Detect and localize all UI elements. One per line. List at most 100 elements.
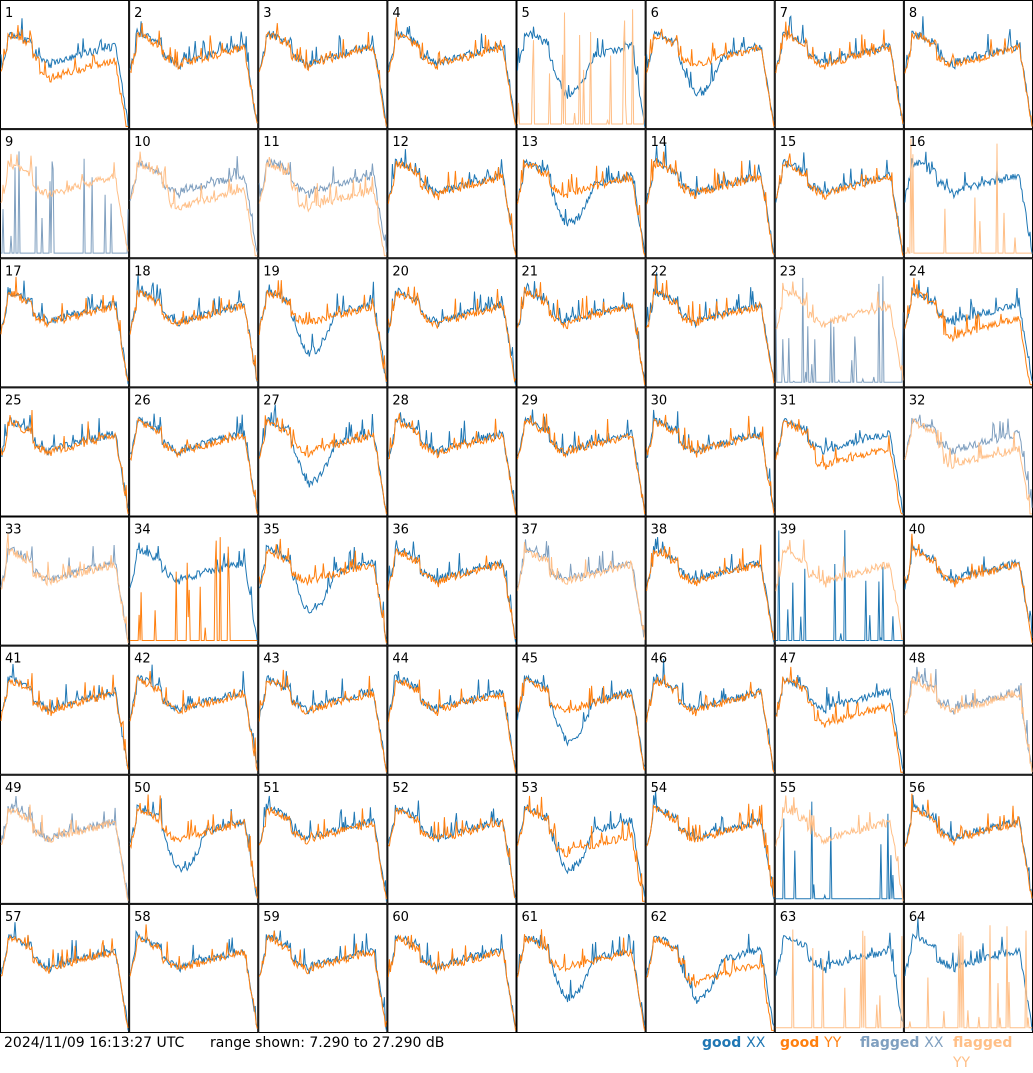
panel-63: 63 xyxy=(774,903,904,1033)
panel-frame xyxy=(258,516,388,646)
panel-label: 31 xyxy=(780,393,797,408)
timestamp: 2024/11/09 16:13:27 UTC xyxy=(4,1035,185,1051)
panel-32: 32 xyxy=(903,387,1033,517)
panel-frame xyxy=(387,129,517,259)
trace-yy-33 xyxy=(0,533,129,644)
panel-label: 60 xyxy=(392,910,409,925)
panel-frame xyxy=(516,645,646,775)
panel-61: 61 xyxy=(516,903,646,1033)
panel-59: 59 xyxy=(258,903,388,1033)
trace-xx-42 xyxy=(129,664,258,764)
legend-good-yy-pol: YY xyxy=(824,1035,842,1051)
panel-12: 12 xyxy=(387,129,517,259)
trace-yy-22 xyxy=(646,274,775,384)
legend-flagged-yy-label: flagged xyxy=(953,1035,1013,1051)
panel-label: 37 xyxy=(522,523,539,538)
panel-frame xyxy=(516,387,646,517)
panel-frame xyxy=(258,129,388,259)
trace-xx-63 xyxy=(775,932,904,1023)
trace-yy-24 xyxy=(904,277,1032,386)
trace-yy-54 xyxy=(646,803,775,898)
panel-label: 30 xyxy=(651,393,668,408)
panel-label: 40 xyxy=(909,523,926,538)
trace-yy-25 xyxy=(0,409,129,514)
legend-flagged-xx: flagged XX xyxy=(860,1033,943,1053)
panel-frame xyxy=(387,516,517,646)
panel-5: 5 xyxy=(516,0,646,130)
panel-label: 50 xyxy=(134,781,151,796)
trace-yy-23 xyxy=(775,281,904,381)
trace-yy-62 xyxy=(646,936,774,1031)
panel-frame xyxy=(258,903,388,1033)
panel-label: 33 xyxy=(5,523,22,538)
panel-label: 63 xyxy=(780,910,797,925)
trace-xx-47 xyxy=(775,674,904,770)
panel-36: 36 xyxy=(387,516,517,646)
trace-yy-1 xyxy=(0,25,129,127)
trace-yy-6 xyxy=(646,28,775,127)
trace-xx-23 xyxy=(775,276,904,383)
panel-label: 51 xyxy=(263,781,280,796)
panel-53: 53 xyxy=(516,774,646,904)
panel-38: 38 xyxy=(645,516,775,646)
panel-frame xyxy=(903,774,1033,904)
panel-4: 4 xyxy=(387,0,517,130)
trace-yy-58 xyxy=(129,924,258,1029)
panel-41: 41 xyxy=(0,645,130,775)
panel-label: 42 xyxy=(134,652,151,667)
panel-frame xyxy=(258,258,388,388)
panel-label: 22 xyxy=(651,264,668,279)
trace-yy-9 xyxy=(0,153,129,252)
trace-yy-10 xyxy=(129,151,258,257)
trace-xx-32 xyxy=(904,414,1033,508)
panel-frame xyxy=(258,387,388,517)
panel-frame xyxy=(129,258,259,388)
panel-21: 21 xyxy=(516,258,646,388)
panel-56: 56 xyxy=(903,774,1033,904)
trace-yy-61 xyxy=(517,929,646,1031)
trace-yy-60 xyxy=(387,934,516,1031)
trace-yy-36 xyxy=(387,548,516,640)
trace-xx-62 xyxy=(646,933,775,1026)
panel-10: 10 xyxy=(129,129,259,259)
trace-yy-12 xyxy=(387,160,516,255)
panel-label: 53 xyxy=(522,781,539,796)
trace-yy-7 xyxy=(775,21,904,124)
trace-yy-11 xyxy=(258,156,387,257)
panel-label: 41 xyxy=(5,652,22,667)
trace-yy-3 xyxy=(258,23,387,127)
trace-yy-51 xyxy=(258,806,387,900)
panel-34: 34 xyxy=(129,516,259,646)
trace-yy-17 xyxy=(0,276,129,382)
panel-label: 55 xyxy=(780,781,797,796)
panel-31: 31 xyxy=(774,387,904,517)
trace-yy-30 xyxy=(646,414,775,514)
panel-54: 54 xyxy=(645,774,775,904)
panel-label: 1 xyxy=(5,6,13,21)
panel-1: 1 xyxy=(0,0,130,130)
trace-yy-26 xyxy=(129,417,258,514)
panel-frame xyxy=(645,387,775,517)
panel-frame xyxy=(645,0,775,130)
panel-frame xyxy=(0,387,130,517)
panel-frame xyxy=(129,0,259,130)
trace-yy-40 xyxy=(904,533,1033,643)
legend-good-yy: good YY xyxy=(780,1033,841,1053)
panel-label: 13 xyxy=(522,135,539,150)
panel-label: 34 xyxy=(134,523,151,538)
panel-label: 36 xyxy=(392,523,409,538)
legend-good-xx-label: good xyxy=(702,1035,742,1051)
panel-label: 19 xyxy=(263,264,280,279)
trace-yy-46 xyxy=(646,674,775,773)
panel-frame xyxy=(645,258,775,388)
panel-frame xyxy=(0,516,130,646)
panel-frame xyxy=(774,645,904,775)
trace-yy-44 xyxy=(387,679,516,773)
trace-yy-50 xyxy=(129,794,258,899)
panel-frame xyxy=(774,0,904,130)
panel-frame xyxy=(387,645,517,775)
panel-label: 25 xyxy=(5,393,22,408)
trace-xx-57 xyxy=(0,922,129,1031)
panel-label: 23 xyxy=(780,264,797,279)
panel-17: 17 xyxy=(0,258,130,388)
